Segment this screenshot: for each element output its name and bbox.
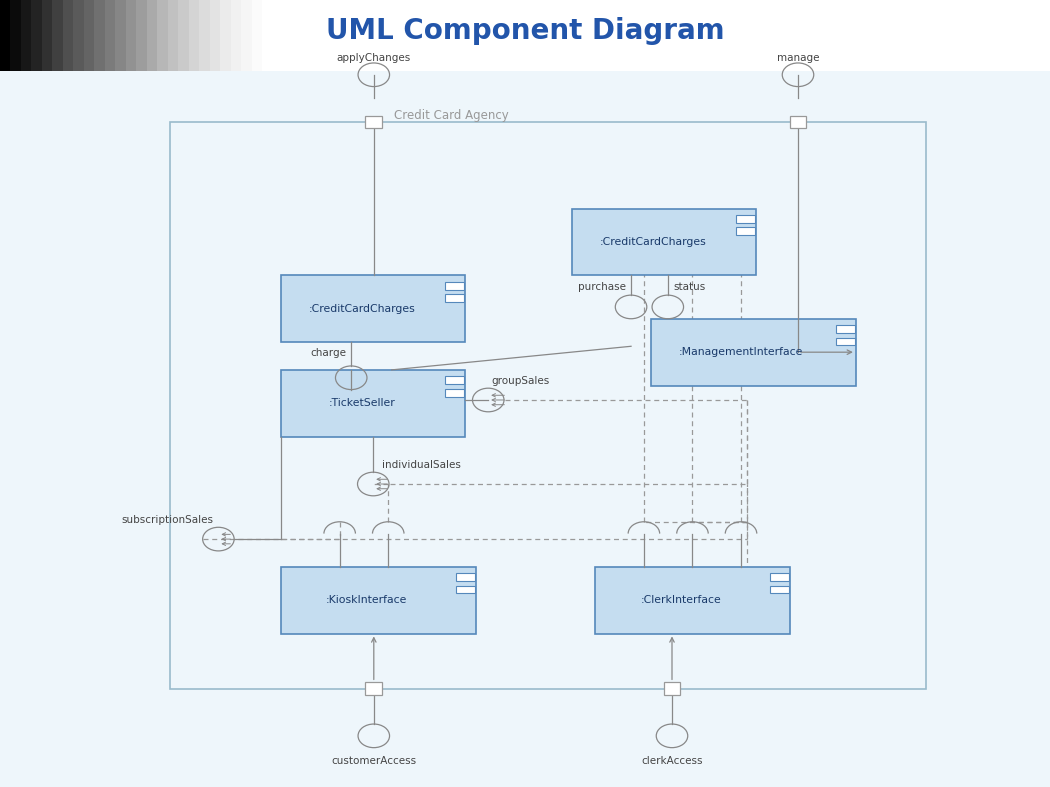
Bar — [445, 389, 464, 397]
Text: UML Component Diagram: UML Component Diagram — [326, 17, 724, 46]
Text: Credit Card Agency: Credit Card Agency — [394, 109, 509, 122]
Bar — [770, 573, 789, 581]
Bar — [456, 586, 475, 593]
Text: status: status — [673, 282, 706, 292]
Bar — [736, 215, 755, 223]
Bar — [445, 294, 464, 302]
Bar — [836, 338, 855, 345]
Bar — [281, 567, 476, 634]
Bar — [736, 227, 755, 235]
Text: subscriptionSales: subscriptionSales — [121, 515, 213, 525]
Text: individualSales: individualSales — [382, 460, 461, 470]
Text: groupSales: groupSales — [491, 376, 549, 386]
Bar — [836, 325, 855, 333]
Bar — [170, 122, 926, 689]
Bar — [456, 573, 475, 581]
Bar — [281, 370, 465, 437]
Text: purchase: purchase — [578, 282, 626, 292]
Bar — [445, 282, 464, 290]
Bar — [445, 376, 464, 384]
Bar — [365, 682, 382, 695]
Text: charge: charge — [310, 348, 347, 358]
Text: manage: manage — [777, 53, 819, 63]
Text: :CreditCardCharges: :CreditCardCharges — [309, 304, 416, 314]
Bar — [572, 209, 756, 275]
Text: :ManagementInterface: :ManagementInterface — [679, 347, 803, 357]
Text: applyChanges: applyChanges — [337, 53, 411, 63]
Text: :ClerkInterface: :ClerkInterface — [640, 595, 721, 605]
Text: :TicketSeller: :TicketSeller — [329, 398, 396, 408]
Bar — [770, 586, 789, 593]
Bar — [281, 275, 465, 342]
Text: customerAccess: customerAccess — [331, 756, 417, 766]
Bar — [0, 0, 1050, 71]
Text: :CreditCardCharges: :CreditCardCharges — [600, 237, 707, 247]
Bar — [365, 116, 382, 128]
Text: :KioskInterface: :KioskInterface — [327, 595, 407, 605]
Bar — [595, 567, 790, 634]
Bar — [651, 319, 856, 386]
Bar — [664, 682, 680, 695]
Bar — [790, 116, 806, 128]
Text: clerkAccess: clerkAccess — [642, 756, 702, 766]
